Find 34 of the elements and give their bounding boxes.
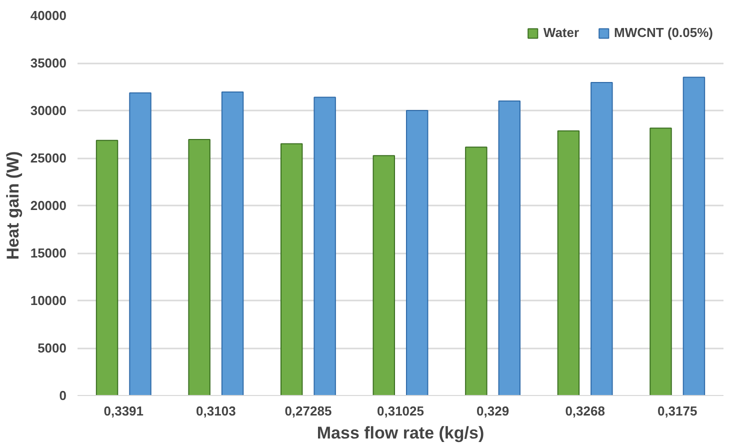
y-tick-label: 5000 — [38, 340, 66, 356]
x-tick-label: 0,3103 — [196, 404, 236, 418]
bar — [221, 91, 244, 396]
bar — [557, 130, 580, 396]
y-tick-label: 20000 — [30, 198, 67, 213]
y-tick-label: 0 — [59, 388, 67, 403]
bar — [280, 143, 303, 396]
bar — [96, 140, 118, 396]
x-tick-label: 0,27285 — [284, 404, 332, 418]
bar — [650, 128, 672, 396]
legend-label: MWCNT (0.05%) — [614, 25, 713, 40]
bar — [465, 146, 488, 396]
y-tick-label: 30000 — [30, 103, 67, 118]
bar — [372, 155, 395, 396]
bar — [188, 138, 210, 396]
x-tick-label: 0,329 — [476, 404, 510, 418]
y-tick-label: 15000 — [30, 246, 67, 260]
bar — [590, 82, 613, 396]
legend-label: Water — [543, 25, 580, 40]
bar — [406, 110, 428, 396]
bar — [314, 96, 336, 396]
y-tick-label: 40000 — [30, 8, 67, 23]
x-tick-label: 0,31025 — [377, 404, 424, 418]
x-axis-title: Mass flow rate (kg/s) — [316, 424, 484, 442]
y-tick-label: 10000 — [30, 293, 67, 308]
x-tick-label: 0,3391 — [104, 404, 144, 418]
bar — [129, 92, 152, 396]
bar — [682, 76, 706, 396]
x-tick-label: 0,3175 — [657, 404, 698, 418]
y-tick-label: 25000 — [30, 150, 67, 166]
y-axis-title: Heat gain (W) — [3, 151, 22, 260]
y-tick-label: 35000 — [30, 56, 67, 70]
bar — [498, 100, 521, 396]
x-tick-label: 0,3268 — [565, 404, 605, 418]
